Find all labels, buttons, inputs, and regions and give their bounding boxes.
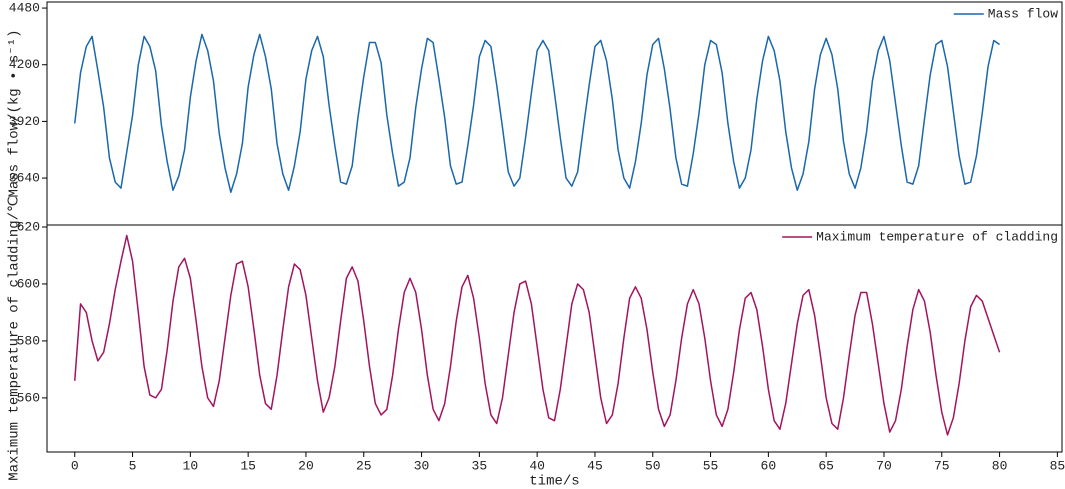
x-tick-label: 75: [934, 458, 950, 473]
data-line: [73, 234, 1001, 436]
x-tick-label: 45: [587, 458, 603, 473]
x-tick-label: 40: [529, 458, 545, 473]
y-tick-label: 3920: [9, 114, 40, 129]
x-tick-label: 70: [876, 458, 892, 473]
x-tick-label: 60: [761, 458, 777, 473]
panel-frame: [46, 1, 1063, 226]
y-tick-label: 560: [17, 390, 40, 405]
y-tick-label: 3640: [9, 170, 40, 185]
x-tick-label: 25: [356, 458, 372, 473]
y-tick-label: 4480: [9, 1, 40, 16]
legend-label: Mass flow: [988, 6, 1058, 21]
y-tick-label: 620: [17, 219, 40, 234]
y-axis-label: Mass flow/(kg • s⁻¹): [7, 29, 23, 197]
legend-label: Maximum temperature of cladding: [816, 229, 1058, 244]
x-axis-label: time/s: [529, 474, 579, 489]
y-tick-label: 580: [17, 333, 40, 348]
x-tick-label: 30: [414, 458, 430, 473]
x-tick-label: 65: [818, 458, 834, 473]
x-tick-label: 80: [992, 458, 1008, 473]
y-axis-label: Maximum temperature of cladding/℃: [7, 196, 23, 481]
x-tick-label: 35: [472, 458, 488, 473]
x-tick-label: 0: [71, 458, 79, 473]
y-tick-label: 4200: [9, 57, 40, 72]
x-tick-label: 15: [240, 458, 256, 473]
x-tick-label: 20: [298, 458, 314, 473]
x-tick-label: 5: [129, 458, 137, 473]
panel-frame: [46, 224, 1063, 453]
y-tick-label: 600: [17, 276, 40, 291]
x-tick-label: 85: [1050, 458, 1065, 473]
x-tick-label: 50: [645, 458, 661, 473]
data-line: [73, 33, 1001, 193]
x-tick-label: 55: [703, 458, 719, 473]
x-tick-label: 10: [183, 458, 199, 473]
